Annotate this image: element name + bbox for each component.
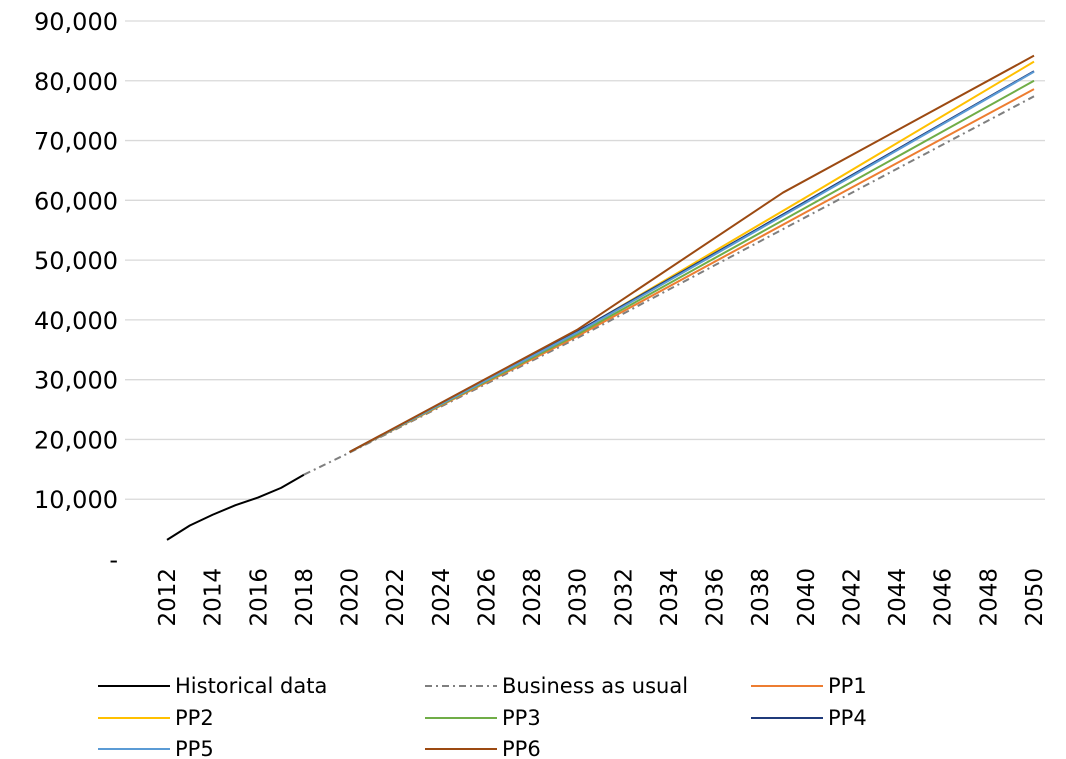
series-line-pp4 [349, 70, 1035, 453]
x-tick-label: 2012 [155, 568, 181, 627]
legend-item: PP5 [98, 737, 214, 759]
series-line-pp6 [349, 54, 1035, 453]
legend-item: PP2 [98, 706, 214, 730]
x-tick-label: 2040 [794, 568, 820, 627]
y-tick-label: 20,000 [34, 426, 118, 454]
x-tick-label: 2028 [520, 568, 546, 627]
legend-label: PP5 [175, 737, 214, 759]
legend-label: PP6 [502, 737, 541, 759]
x-tick-label: 2042 [839, 568, 865, 627]
x-tick-label: 2014 [201, 568, 227, 627]
legend-item: Historical data [98, 674, 327, 698]
legend-item: PP1 [751, 674, 867, 698]
legend-item: Business as usual [425, 674, 688, 698]
legend-label: Historical data [175, 674, 327, 698]
x-tick-label: 2022 [383, 568, 409, 627]
legend-item: PP3 [425, 706, 541, 730]
y-tick-label: 10,000 [34, 486, 118, 514]
legend: Historical data Business as usual PP1 PP2 PP… [98, 674, 867, 759]
y-tick-label: 80,000 [34, 68, 118, 96]
x-tick-label: 2050 [1022, 568, 1048, 627]
y-tick-label: - [109, 546, 118, 574]
x-axis-ticks: 2012 2014 2016 2018 2020 2022 2024 2026 2028 2030… [155, 568, 1048, 627]
x-tick-label: 2018 [292, 568, 318, 627]
y-tick-label: 40,000 [34, 307, 118, 335]
y-tick-label: 60,000 [34, 187, 118, 215]
x-tick-label: 2016 [246, 568, 272, 627]
series-line-historical-data [166, 473, 305, 541]
legend-label: PP1 [828, 674, 867, 698]
legend-label: PP2 [175, 706, 214, 730]
x-tick-label: 2024 [429, 568, 455, 627]
legend-label: PP3 [502, 706, 541, 730]
y-tick-label: 90,000 [34, 8, 118, 36]
x-tick-label: 2032 [611, 568, 637, 627]
y-tick-label: 70,000 [34, 128, 118, 156]
x-tick-label: 2036 [703, 568, 729, 627]
series-line-pp5 [349, 70, 1035, 453]
legend-label: PP4 [828, 706, 867, 730]
x-tick-label: 2020 [338, 568, 364, 627]
series-lines [166, 54, 1035, 541]
x-tick-label: 2034 [657, 568, 683, 627]
y-tick-label: 30,000 [34, 367, 118, 395]
x-tick-label: 2046 [931, 568, 957, 627]
series-line-business-as-usual [303, 95, 1035, 476]
x-tick-label: 2048 [976, 568, 1002, 627]
legend-item: PP6 [425, 737, 541, 759]
y-axis-ticks: - 10,000 20,000 30,000 40,000 50,000 60,000 70,… [34, 8, 118, 574]
gridlines [125, 20, 1045, 500]
x-tick-label: 2038 [748, 568, 774, 627]
x-tick-label: 2030 [566, 568, 592, 627]
x-tick-label: 2044 [885, 568, 911, 627]
legend-label: Business as usual [502, 674, 688, 698]
y-tick-label: 50,000 [34, 247, 118, 275]
x-tick-label: 2026 [474, 568, 500, 627]
legend-item: PP4 [751, 706, 867, 730]
series-line-pp2 [349, 60, 1035, 453]
